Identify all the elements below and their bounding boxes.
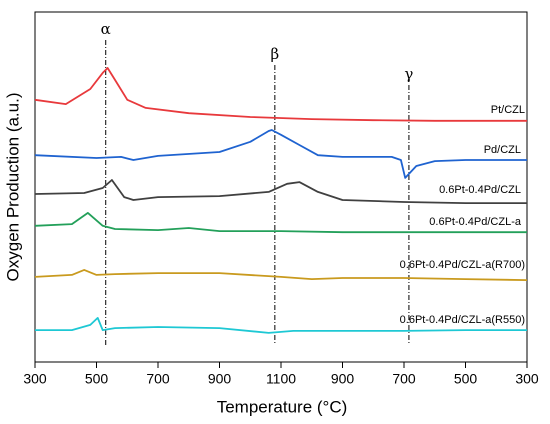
series-line bbox=[34, 179, 527, 204]
series-line bbox=[34, 212, 527, 234]
series-label: 0.6Pt-0.4Pd/CZL bbox=[439, 184, 521, 196]
annotation-label: γ bbox=[404, 65, 413, 83]
x-tick-label: 900 bbox=[331, 371, 355, 387]
series-label: Pd/CZL bbox=[484, 144, 521, 156]
y-axis-title: Oxygen Production (a.u.) bbox=[3, 93, 22, 282]
x-tick-label: 300 bbox=[23, 371, 47, 387]
series-line bbox=[34, 67, 527, 122]
x-tick-label: 900 bbox=[208, 371, 232, 387]
series-line bbox=[34, 269, 528, 281]
annotation-label: α bbox=[101, 20, 111, 38]
x-axis-title: Temperature (°C) bbox=[217, 397, 348, 416]
series-label: 0.6Pt-0.4Pd/CZL-a bbox=[429, 216, 522, 228]
x-tick-label: 1100 bbox=[266, 371, 296, 387]
series-line bbox=[34, 129, 527, 179]
series-line bbox=[35, 317, 527, 334]
series-label: 0.6Pt-0.4Pd/CZL-a(R550) bbox=[400, 314, 525, 326]
series-label: 0.6Pt-0.4Pd/CZL-a(R700) bbox=[400, 259, 525, 271]
series-label: Pt/CZL bbox=[491, 104, 525, 116]
x-tick-label: 500 bbox=[85, 371, 109, 387]
x-tick-label: 700 bbox=[392, 371, 416, 387]
x-tick-label: 300 bbox=[515, 371, 539, 387]
annotation-label: β bbox=[271, 45, 280, 63]
x-tick-label: 500 bbox=[454, 371, 478, 387]
x-tick-label: 700 bbox=[146, 371, 170, 387]
